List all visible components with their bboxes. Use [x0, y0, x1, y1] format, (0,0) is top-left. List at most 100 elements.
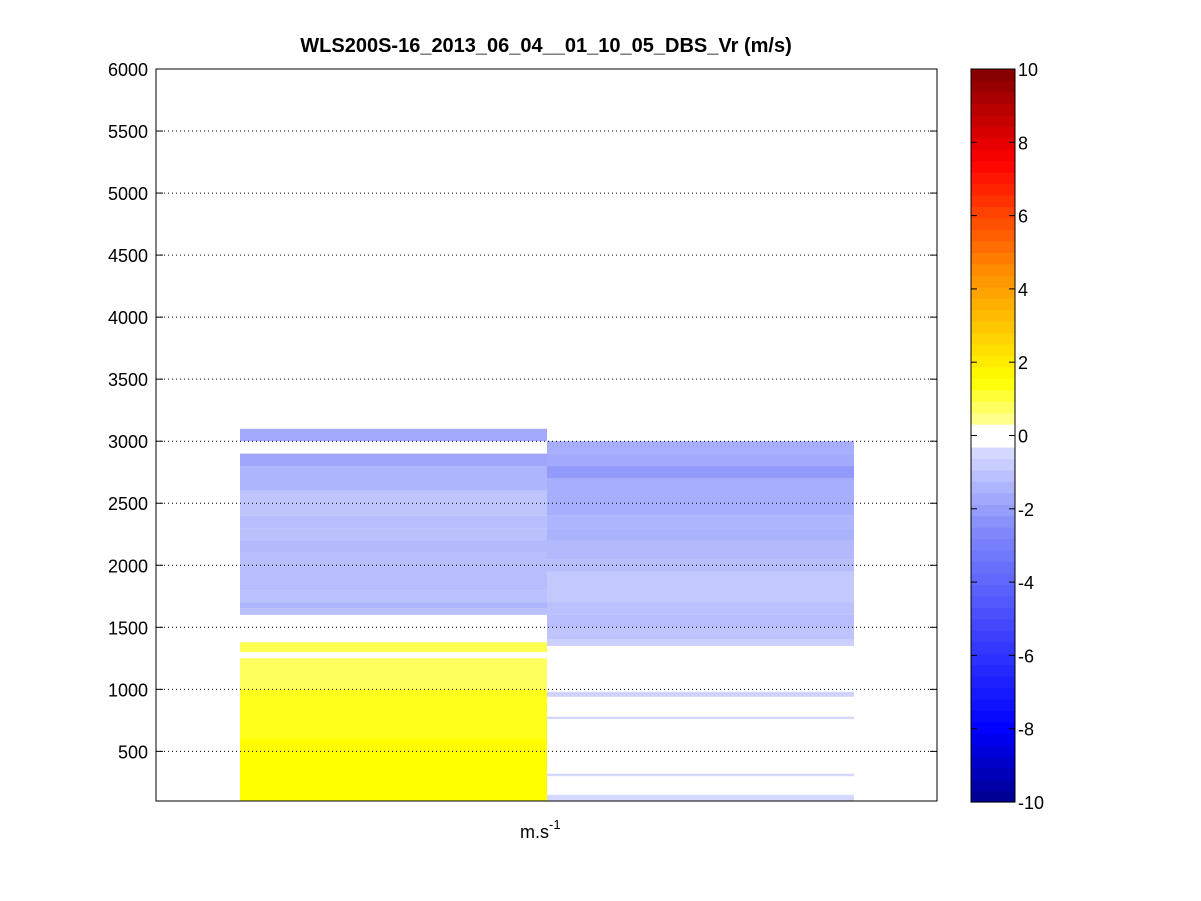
data-cell [240, 658, 547, 690]
colorbar-swatch [971, 618, 1015, 631]
colorbar-swatch [971, 286, 1015, 299]
colorbar-tick-label: -8 [1018, 720, 1034, 740]
colorbar-swatch [971, 137, 1015, 150]
colorbar-swatch [971, 69, 1015, 82]
colorbar-swatch [971, 767, 1015, 780]
colorbar-tick-label: 6 [1018, 207, 1028, 227]
colorbar-swatch [971, 653, 1015, 666]
chart-title: WLS200S-16_2013_06_04__01_10_05_DBS_Vr (… [300, 35, 791, 57]
colorbar-swatch [971, 343, 1015, 356]
colorbar-swatch [971, 252, 1015, 265]
colorbar-tick-label: 8 [1018, 133, 1028, 153]
colorbar-swatch [971, 298, 1015, 311]
data-cell [547, 478, 854, 516]
x-axis-label-exponent: -1 [549, 817, 561, 832]
x-axis-label: m.s-1 [520, 817, 561, 842]
y-tick-label: 5000 [108, 184, 148, 204]
colorbar-swatch [971, 698, 1015, 711]
colorbar-swatch [971, 756, 1015, 769]
colorbar-swatch [971, 572, 1015, 585]
colorbar-swatch [971, 744, 1015, 757]
plot-frame [155, 68, 938, 802]
colorbar-tick-label: -4 [1018, 573, 1034, 593]
data-cell [240, 528, 547, 541]
colorbar-swatch [971, 160, 1015, 173]
colorbar-swatch [971, 779, 1015, 792]
data-cell [240, 602, 547, 609]
y-tick-label: 5500 [108, 122, 148, 142]
colorbar-swatch [971, 275, 1015, 288]
colorbar-swatch [971, 389, 1015, 402]
colorbar-swatch [971, 595, 1015, 608]
colorbar-swatch [971, 194, 1015, 208]
colorbar-swatch [971, 561, 1015, 574]
colorbar-swatch [971, 183, 1015, 196]
colorbar-swatch [971, 378, 1015, 391]
x-axis-label-base: m.s [520, 822, 549, 842]
y-tick-label: 3500 [108, 370, 148, 390]
colorbar-swatch [971, 114, 1015, 127]
data-cell [240, 428, 547, 442]
colorbar-swatch [971, 584, 1015, 597]
colorbar-swatch [971, 103, 1015, 116]
colorbar-swatch [971, 412, 1015, 425]
data-cells [240, 428, 854, 801]
colorbar-swatch [971, 91, 1015, 104]
colorbar-swatch [971, 435, 1015, 448]
colorbar-swatch [971, 469, 1015, 482]
y-tick-label: 3000 [108, 432, 148, 452]
data-cell [240, 590, 547, 603]
colorbar-swatch [971, 790, 1015, 803]
data-cell [240, 689, 547, 739]
data-cell [547, 639, 854, 646]
colorbar-swatch [971, 664, 1015, 677]
y-tick-label: 1000 [108, 680, 148, 700]
colorbar-tick-label: -2 [1018, 500, 1034, 520]
data-cell [547, 691, 854, 697]
colorbar-swatch [971, 481, 1015, 494]
colorbar-tick-label: 2 [1018, 353, 1028, 373]
data-cell [547, 571, 854, 603]
data-cell [240, 540, 547, 553]
data-cell [547, 602, 854, 615]
y-tick-label: 4000 [108, 308, 148, 328]
data-cell [547, 515, 854, 529]
data-cell [547, 614, 854, 628]
colorbar-swatch [971, 424, 1015, 437]
data-cell [240, 642, 547, 653]
colorbar-swatch [971, 446, 1015, 460]
colorbar-swatch [971, 206, 1015, 219]
colorbar-swatch [971, 355, 1015, 368]
colorbar-swatch [971, 710, 1015, 723]
y-tick-label: 2000 [108, 556, 148, 576]
data-cell [547, 540, 854, 560]
colorbar-swatch [971, 676, 1015, 689]
colorbar-swatch [971, 607, 1015, 620]
y-tick-label: 1500 [108, 618, 148, 638]
data-cell [547, 773, 854, 777]
data-cell [240, 490, 547, 516]
colorbar-swatch [971, 149, 1015, 162]
colorbar-swatch [971, 263, 1015, 276]
colorbar-swatch [971, 641, 1015, 654]
data-cell [547, 466, 854, 479]
colorbar-tick-label: -10 [1018, 793, 1044, 813]
colorbar-swatch [971, 366, 1015, 379]
colorbar-swatch [971, 240, 1015, 253]
data-cell [547, 528, 854, 541]
data-cell [240, 515, 547, 529]
colorbar-swatch [971, 550, 1015, 563]
data-cell [240, 453, 547, 467]
colorbar-swatch [971, 320, 1015, 334]
data-cell [240, 466, 547, 491]
y-tick-label: 4500 [108, 246, 148, 266]
data-cell [240, 552, 547, 591]
colorbar-swatch [971, 401, 1015, 414]
colorbar-ticks: -10 -8 -6 -4 -2 0 2 4 6 8 10 [971, 60, 1044, 813]
colorbar-swatch [971, 229, 1015, 242]
colorbar-swatch [971, 332, 1015, 345]
colorbar-swatch [971, 721, 1015, 734]
colorbar-swatch [971, 492, 1015, 505]
y-tick-label: 2500 [108, 494, 148, 514]
